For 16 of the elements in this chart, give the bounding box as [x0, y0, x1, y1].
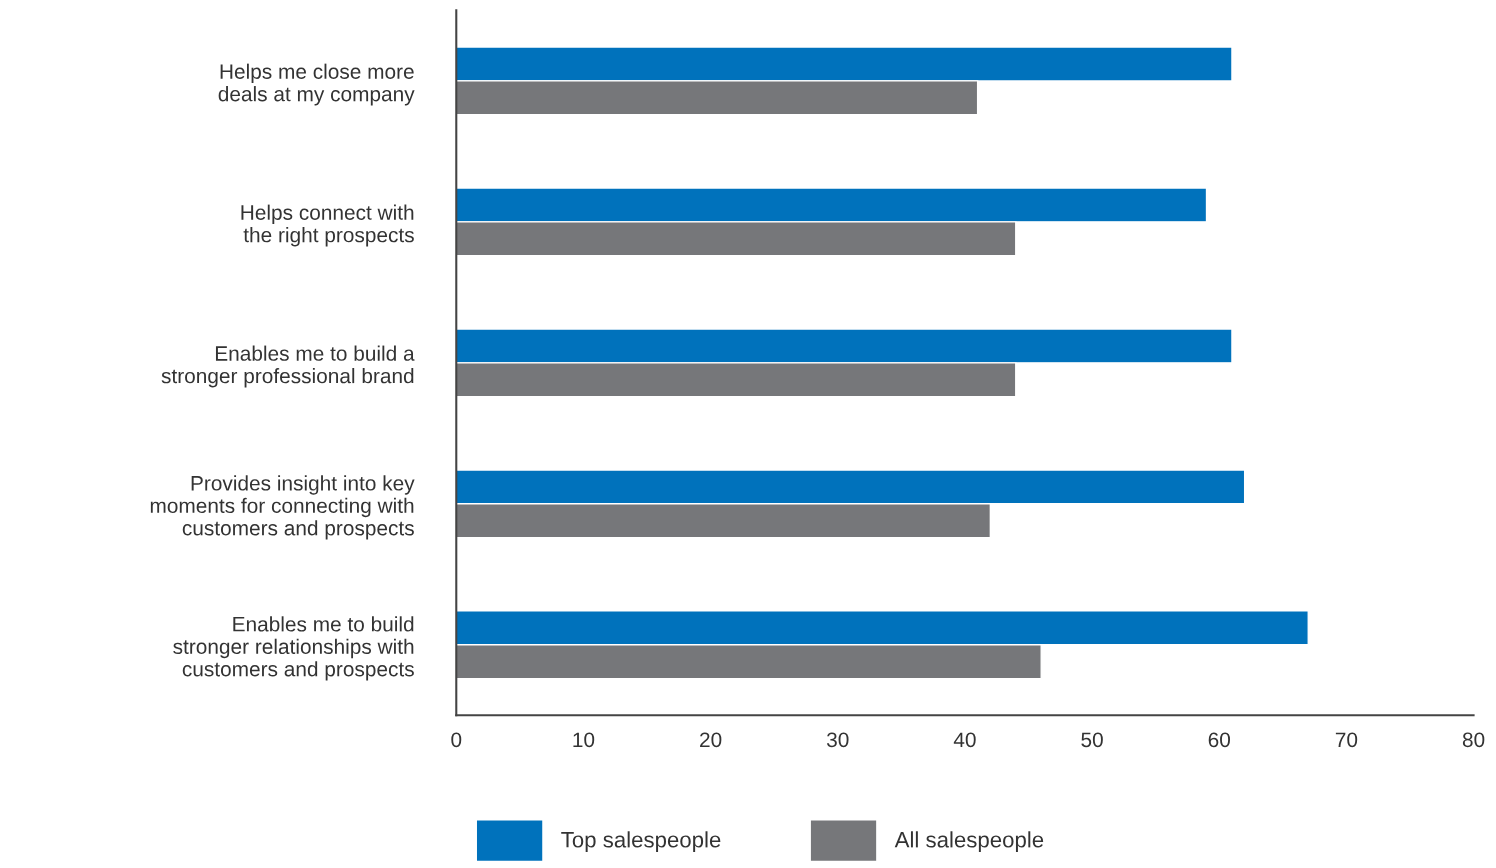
x-tick-label: 30 [826, 732, 849, 748]
legend-label: Top salespeople [561, 831, 721, 852]
x-tick-label: 50 [1081, 732, 1103, 748]
x-tick-label: 80 [1462, 732, 1485, 748]
y-tick-label: Helps connect with the right prospects [241, 204, 414, 247]
y-tick-label: Enables me to build a stronger professional brand [161, 345, 415, 388]
x-tick-label: 20 [700, 732, 722, 748]
x-tick-label: 70 [1335, 732, 1358, 748]
x-tick-label: 40 [953, 732, 976, 748]
y-tick-label: Enables me to build stronger relationships with customers and prospects [173, 616, 414, 681]
x-tick-label: 60 [1208, 732, 1231, 748]
y-tick-label: Helps me close more deals at my company [218, 63, 415, 106]
legend-label: All salespeople [894, 831, 1044, 852]
y-tick-label: Provides insight into key moments for connecting with customers and prospects [150, 475, 415, 540]
x-tick-label: 10 [573, 732, 595, 748]
x-tick-label: 0 [451, 732, 462, 748]
